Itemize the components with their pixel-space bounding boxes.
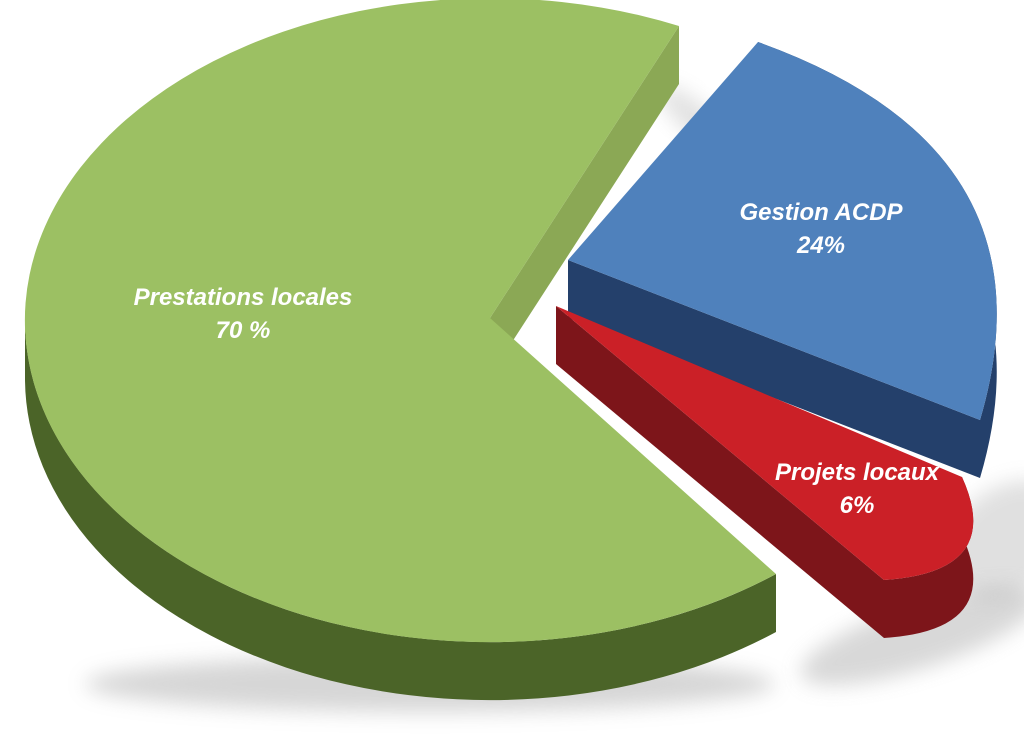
red-slice-shadow	[800, 586, 1024, 686]
slice-gestion-acdp[interactable]	[568, 42, 997, 478]
slice-projets-cut-side[interactable]	[556, 306, 884, 638]
slice-prestations-rim-side[interactable]	[24, 320, 776, 701]
slice-projets-locaux[interactable]	[556, 306, 974, 638]
slice-projets-arc-side[interactable]	[884, 477, 974, 638]
slice-prestations-locales[interactable]	[24, 0, 776, 701]
slice-projets-top[interactable]	[556, 306, 974, 580]
slice-prestations-top[interactable]	[24, 0, 776, 643]
slice-gestion-top[interactable]	[568, 42, 997, 420]
slice-gestion-cut-side[interactable]	[568, 260, 980, 478]
blue-slice-shadow	[944, 480, 1024, 600]
slice-prestations-cut-side[interactable]	[490, 26, 679, 376]
